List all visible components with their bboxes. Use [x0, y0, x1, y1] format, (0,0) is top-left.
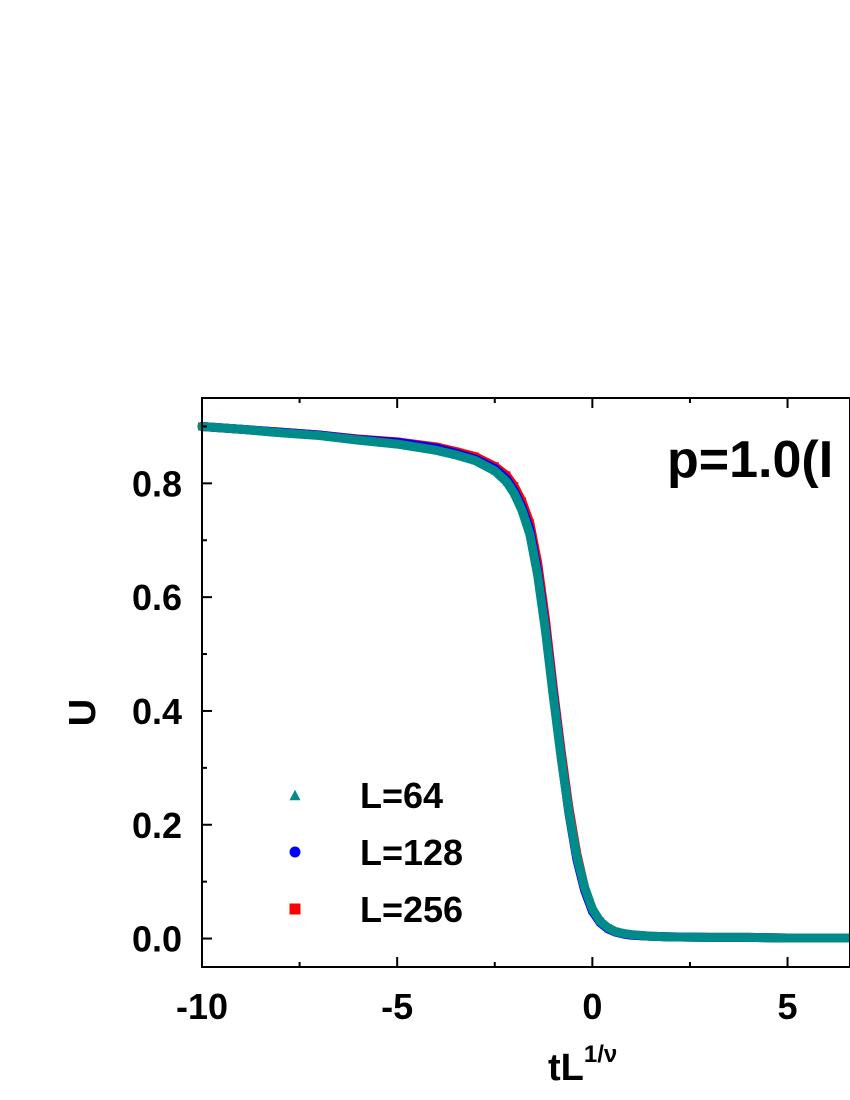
x-tick-label: 0 — [582, 986, 602, 1027]
plot-frame — [201, 397, 850, 968]
data-point — [580, 883, 589, 892]
data-point — [783, 934, 792, 942]
data-point — [525, 530, 534, 539]
x-tick-label: -10 — [176, 986, 228, 1027]
y-tick-label: 0.2 — [132, 805, 182, 846]
y-tick-label: 0.8 — [132, 463, 182, 504]
data-point — [611, 927, 620, 936]
legend-marker — [289, 846, 301, 858]
chart-annotation: p=1.0(I — [667, 431, 833, 489]
x-tick-label: 5 — [778, 986, 798, 1027]
data-point — [510, 489, 519, 498]
data-point — [502, 477, 511, 486]
data-point — [533, 571, 542, 580]
legend-item: L=128 — [289, 832, 463, 873]
y-tick-label: 0.6 — [132, 577, 182, 618]
data-point — [237, 425, 246, 434]
axes: -10 -5 0 5 0.0 0.2 0.4 0.6 0.8 — [132, 398, 798, 1027]
data-point — [541, 627, 550, 636]
data-point — [588, 905, 597, 913]
data-point — [549, 692, 558, 701]
legend-label: L=256 — [360, 889, 463, 930]
data-point — [666, 933, 675, 941]
data-point — [744, 933, 753, 942]
data-point — [572, 852, 581, 860]
data-point — [471, 456, 480, 465]
x-tick-label: -5 — [381, 986, 413, 1027]
data-point — [627, 930, 636, 939]
data-point — [557, 753, 566, 762]
x-axis-title: tL1/ν — [548, 1041, 617, 1089]
series-L=64 — [197, 421, 850, 943]
x-axis-title-superscript: 1/ν — [584, 1041, 617, 1068]
data-point — [564, 808, 573, 817]
data-point — [315, 431, 324, 440]
y-axis-title: U — [62, 699, 104, 726]
data-series-layer — [197, 421, 850, 943]
data-point — [432, 446, 441, 455]
legend-marker — [289, 789, 301, 801]
data-point — [822, 934, 831, 942]
legend-item: L=256 — [289, 889, 463, 930]
y-tick-label: 0.4 — [132, 691, 182, 732]
y-tick-label: 0.0 — [132, 919, 182, 960]
series-L=256 — [197, 421, 850, 943]
data-point — [393, 440, 402, 448]
data-point — [490, 467, 499, 475]
data-point — [705, 933, 714, 942]
data-point — [354, 436, 363, 444]
legend-item: L=64 — [289, 775, 443, 816]
data-point — [646, 932, 655, 941]
data-point — [518, 506, 527, 515]
series-line — [197, 421, 850, 943]
data-point — [603, 923, 612, 932]
legend-label: L=128 — [360, 832, 463, 873]
legend-label: L=64 — [360, 775, 443, 816]
x-axis-title-main: tL — [548, 1047, 584, 1089]
data-point — [619, 929, 628, 938]
data-point — [596, 917, 605, 926]
legend: L=64 L=128 L=256 — [289, 775, 463, 930]
legend-marker — [289, 903, 301, 915]
data-point — [276, 428, 285, 437]
data-point — [451, 451, 460, 459]
